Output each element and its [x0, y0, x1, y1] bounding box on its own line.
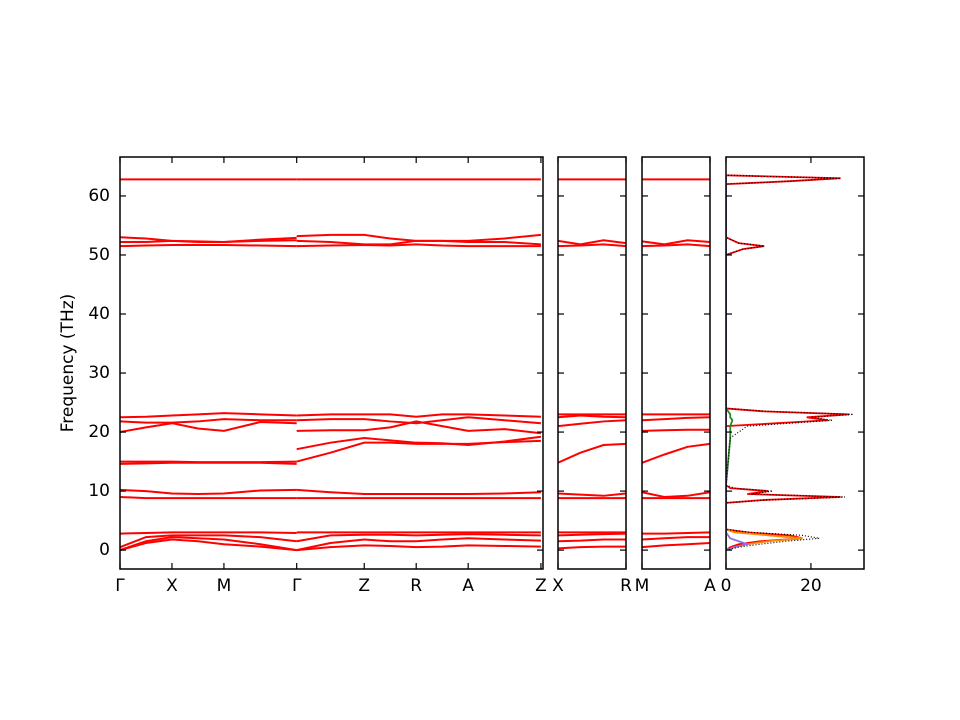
band-line: [558, 538, 626, 543]
x-tick-label: A: [704, 576, 716, 596]
band-line: [120, 531, 297, 535]
dos-line: [726, 174, 850, 551]
band-line: [120, 538, 297, 552]
x-tick-label: X: [166, 576, 178, 596]
dos-line: [726, 174, 854, 551]
x-tick-label: A: [462, 576, 474, 596]
y-tick-label: 50: [88, 245, 110, 265]
band-line: [642, 491, 710, 498]
x-tick-label: X: [552, 576, 564, 596]
y-tick-label: 30: [88, 363, 110, 383]
x-tick-label: 0: [721, 576, 732, 596]
axes-frame: [557, 156, 627, 570]
y-tick-label: 60: [88, 186, 110, 206]
x-tick-label: M: [217, 576, 232, 596]
band-line: [120, 421, 297, 434]
band-line: [120, 418, 297, 424]
x-tick-label: Z: [358, 576, 370, 596]
band-line: [120, 495, 297, 500]
x-tick-label: Z: [535, 576, 547, 596]
band-line: [296, 243, 541, 248]
x-tick-label: Γ: [292, 576, 302, 596]
band-line: [642, 536, 710, 541]
y-tick-label: 0: [99, 540, 110, 560]
band-line: [558, 419, 626, 428]
x-tick-label: Γ: [115, 576, 125, 596]
band-line: [120, 243, 297, 248]
band-line: [120, 412, 297, 419]
band-line: [120, 534, 297, 549]
dos-line: [726, 175, 751, 551]
band-line: [642, 531, 710, 535]
y-tick-label: 10: [88, 481, 110, 501]
band-line: [558, 532, 626, 537]
band-line: [296, 544, 541, 552]
band-line: [558, 239, 626, 246]
band-line: [296, 488, 541, 496]
band-line: [642, 239, 710, 246]
band-line: [642, 243, 710, 248]
band-line: [642, 416, 710, 422]
axes-frame: [725, 156, 865, 570]
dos-line: [726, 175, 803, 551]
x-tick-label: 20: [800, 576, 822, 596]
band-line: [296, 439, 541, 463]
axes-frame: [119, 156, 544, 570]
x-tick-label: R: [410, 576, 422, 596]
band-line: [558, 545, 626, 550]
y-tick-label: 20: [88, 422, 110, 442]
band-line: [296, 233, 542, 242]
band-line: [296, 537, 541, 552]
axes-frame: [641, 156, 711, 570]
band-line: [120, 536, 297, 552]
band-line: [558, 492, 626, 497]
band-line: [296, 435, 542, 451]
band-line: [296, 416, 542, 425]
band-line: [120, 236, 297, 243]
x-tick-label: M: [635, 576, 650, 596]
band-line: [558, 243, 626, 248]
y-tick-label: 40: [88, 304, 110, 324]
band-line: [642, 428, 710, 432]
band-line: [120, 460, 297, 464]
band-line: [642, 442, 710, 464]
band-line: [558, 414, 626, 419]
band-line: [558, 442, 626, 464]
y-axis-label: Frequency (THz): [58, 294, 78, 433]
band-line: [642, 542, 710, 549]
dos-line: [726, 175, 734, 551]
band-line: [296, 413, 541, 418]
band-line: [120, 488, 297, 496]
band-line: [296, 420, 542, 435]
band-line: [296, 533, 541, 543]
x-tick-label: R: [620, 576, 632, 596]
